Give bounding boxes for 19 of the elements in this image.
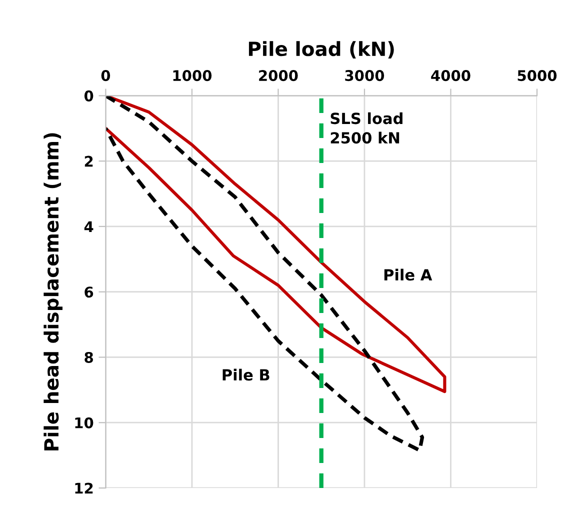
y-tick-label: 8 — [84, 352, 93, 363]
x-tick-label: 4000 — [431, 70, 470, 82]
line-series — [106, 96, 446, 394]
y-tick-label: 10 — [75, 417, 94, 428]
x-tick-label: 5000 — [518, 70, 557, 82]
y-tick-label: 0 — [84, 90, 94, 102]
x-axis-title: Pile load (kN) — [248, 41, 394, 58]
y-tick-label: 4 — [84, 221, 94, 232]
x-tick-label: 0 — [101, 70, 110, 82]
y-tick-label: 6 — [84, 286, 94, 298]
x-tick-label: 2000 — [259, 70, 298, 82]
series-label: Pile B — [222, 368, 270, 381]
x-tick-label: 1000 — [173, 70, 212, 82]
y-axis-title: Pile head displacement (mm) — [44, 133, 62, 450]
x-tick-label: 3000 — [345, 70, 384, 82]
series-label: Pile A — [384, 268, 432, 281]
y-tick-label: 2 — [84, 156, 93, 167]
ref-line-label: SLS load 2500 kN — [330, 112, 402, 144]
y-tick-label: 12 — [75, 482, 93, 494]
